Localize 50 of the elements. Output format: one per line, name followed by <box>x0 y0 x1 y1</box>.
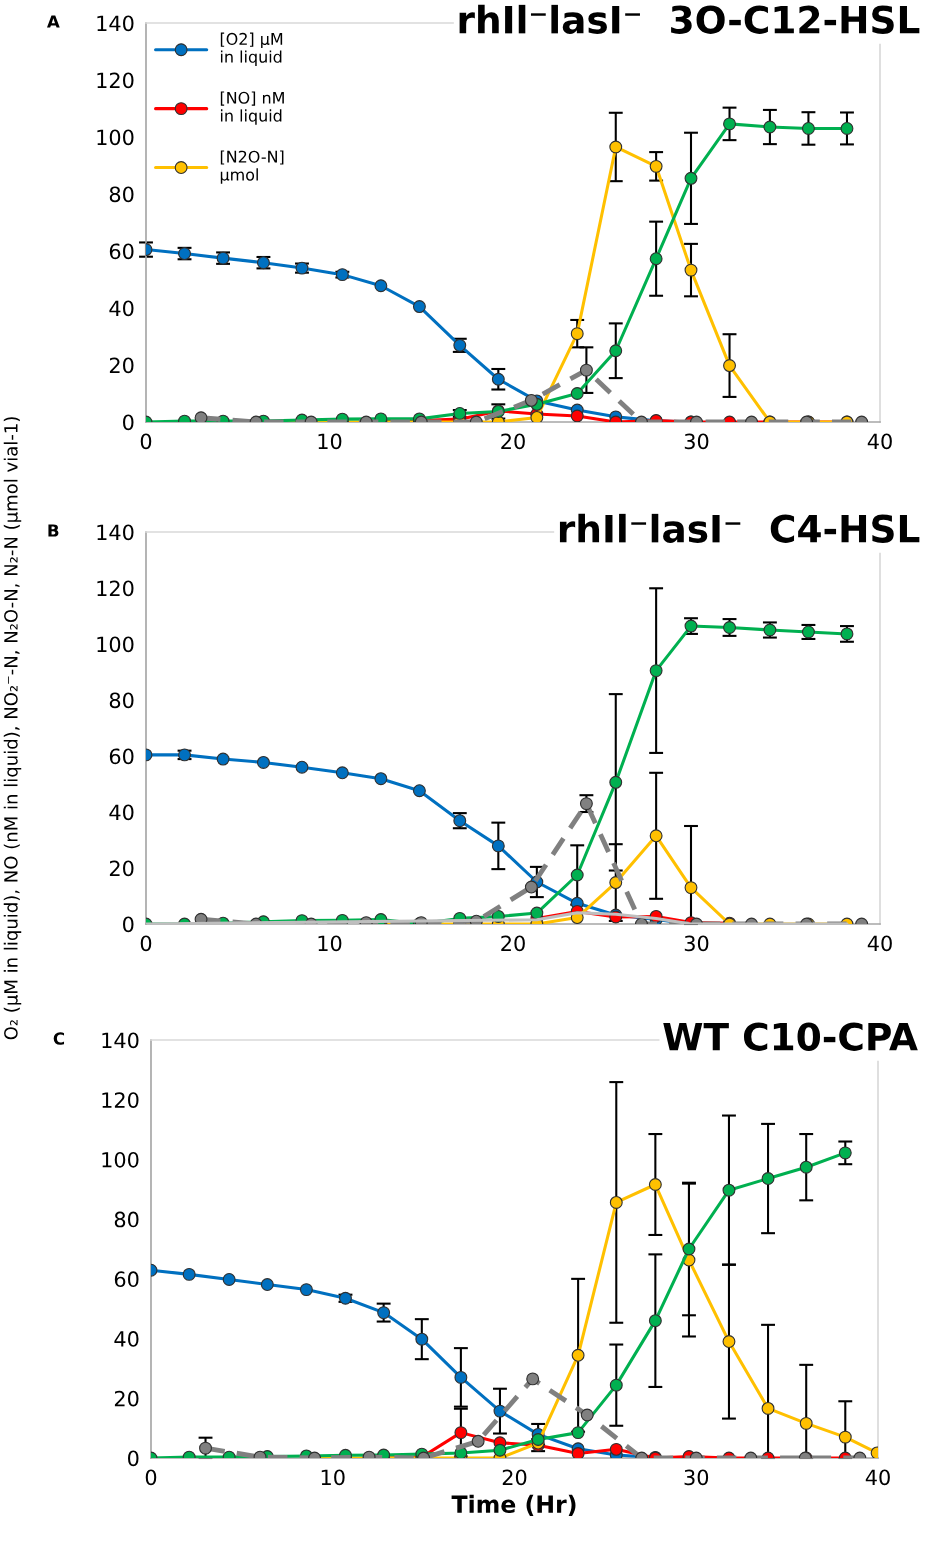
y-tick-label: 120 <box>102 1092 139 1108</box>
x-tick-label: 10 <box>321 1469 345 1486</box>
y-tick-label: 140 <box>97 524 134 541</box>
y-tick-label: 60 <box>109 748 134 765</box>
y-tick-label: 120 <box>97 72 134 89</box>
y-axis-title: O₂ (µM in liquid), NO (nM in liquid), NO₂⁻-N, N₂O-N, N₂-N (µmol vial-1) <box>3 417 22 1040</box>
text: A <box>46 15 60 28</box>
legend-label: [NO] nM in liquid <box>220 91 284 125</box>
chart-title: rhIl⁻lasI⁻ 3O-C12-HSL <box>459 4 920 34</box>
x-tick-label: 30 <box>684 935 709 952</box>
y-tick-label: 100 <box>97 129 134 146</box>
x-axis-title: Time (Hr) <box>451 1494 576 1516</box>
chart-title: WT C10-CPA <box>663 1022 918 1051</box>
y-tick-label: 40 <box>114 1331 139 1347</box>
x-tick-label: 40 <box>865 1469 890 1486</box>
y-tick-label: 0 <box>128 1450 139 1467</box>
chart-title: rhIl⁻lasI⁻ C4-HSL <box>559 513 920 543</box>
y-tick-label: 20 <box>109 860 134 877</box>
x-tick-label: 40 <box>867 433 892 450</box>
legend-label: [O2] µM in liquid <box>220 32 283 66</box>
y-tick-label: 60 <box>109 243 134 260</box>
x-tick-label: 30 <box>684 433 709 450</box>
x-tick-label: 10 <box>318 433 342 450</box>
x-tick-label: 40 <box>867 935 892 952</box>
x-tick-label: 30 <box>684 1469 709 1486</box>
y-tick-label: 20 <box>109 357 134 374</box>
y-tick-label: 120 <box>97 580 134 597</box>
y-tick-label: 80 <box>109 186 134 203</box>
y-tick-label: 80 <box>114 1211 139 1228</box>
text: C <box>53 1032 65 1045</box>
x-tick-label: 0 <box>145 1469 157 1486</box>
y-tick-label: 40 <box>109 804 134 821</box>
x-tick-label: 0 <box>140 935 152 952</box>
y-tick-label: 80 <box>109 692 134 709</box>
y-tick-label: 0 <box>123 916 134 933</box>
legend-label: [N2O-N] µmol <box>220 150 284 184</box>
y-tick-label: 100 <box>102 1151 139 1168</box>
y-tick-label: 140 <box>97 15 134 32</box>
x-tick-label: 0 <box>140 433 152 450</box>
y-tick-label: 100 <box>97 636 134 653</box>
x-tick-label: 20 <box>501 433 525 450</box>
y-tick-label: 20 <box>114 1390 139 1407</box>
y-tick-label: 0 <box>123 414 134 431</box>
x-tick-label: 20 <box>502 1469 527 1486</box>
text: B <box>48 524 59 537</box>
x-tick-label: 10 <box>318 935 342 952</box>
y-tick-label: 60 <box>114 1271 139 1288</box>
y-tick-label: 140 <box>102 1032 139 1049</box>
x-tick-label: 20 <box>501 935 525 952</box>
y-tick-label: 40 <box>109 300 134 317</box>
